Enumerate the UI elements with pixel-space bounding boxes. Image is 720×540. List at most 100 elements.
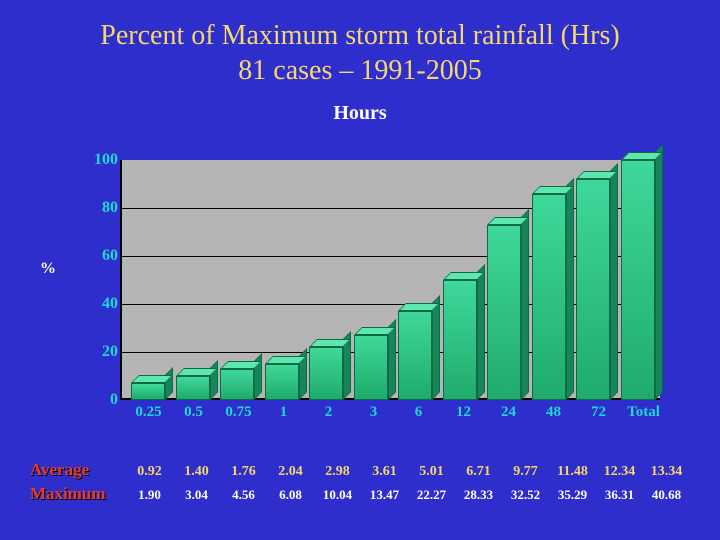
bar — [487, 225, 521, 400]
y-tick-label: 60 — [78, 247, 118, 265]
x-tick-label: 0.25 — [126, 404, 171, 421]
average-value: 1.76 — [220, 464, 267, 480]
maximum-row: Maximum 1.903.044.566.0810.0413.4722.272… — [30, 484, 690, 504]
x-tick-label: 1 — [261, 404, 306, 421]
slide-title: Percent of Maximum storm total rainfall … — [0, 0, 720, 88]
bar-side-face — [655, 144, 663, 400]
maximum-value: 32.52 — [502, 487, 549, 503]
maximum-value: 40.68 — [643, 487, 690, 503]
x-tick-label: 24 — [486, 404, 531, 421]
average-value: 13.34 — [643, 464, 690, 480]
bar-slot — [393, 160, 438, 400]
bar-front-face — [576, 179, 610, 400]
maximum-value: 35.29 — [549, 487, 596, 503]
chart-plot-area — [120, 160, 660, 400]
y-axis-label: % — [40, 260, 56, 278]
bar-slot — [260, 160, 305, 400]
bar-slot — [438, 160, 483, 400]
maximum-value: 36.31 — [596, 487, 643, 503]
bar-slot — [616, 160, 661, 400]
bar-side-face — [477, 264, 485, 400]
x-tick-label: 72 — [576, 404, 621, 421]
maximum-value: 13.47 — [361, 487, 408, 503]
average-value: 3.61 — [361, 464, 408, 480]
bar-slot — [571, 160, 616, 400]
maximum-value: 6.08 — [267, 487, 314, 503]
bar-front-face — [131, 383, 165, 400]
bar-front-face — [220, 369, 254, 400]
bar-front-face — [487, 225, 521, 400]
bar-slot — [171, 160, 216, 400]
x-tick-label: 3 — [351, 404, 396, 421]
x-tick-label: Total — [621, 404, 666, 421]
bar — [131, 383, 165, 400]
average-value: 11.48 — [549, 464, 596, 480]
bar — [354, 335, 388, 400]
bar-slot — [304, 160, 349, 400]
bar-slot — [349, 160, 394, 400]
average-value: 2.04 — [267, 464, 314, 480]
average-value: 0.92 — [126, 464, 173, 480]
bar — [220, 369, 254, 400]
maximum-value: 10.04 — [314, 487, 361, 503]
bar-front-face — [176, 376, 210, 400]
bar-side-face — [610, 163, 618, 400]
average-value: 1.40 — [173, 464, 220, 480]
bar-side-face — [432, 295, 440, 400]
bar-top-face — [532, 186, 574, 194]
average-value: 5.01 — [408, 464, 455, 480]
x-axis-labels: 0.250.50.75123612244872Total — [126, 404, 666, 421]
bar-slot — [215, 160, 260, 400]
bar — [398, 311, 432, 400]
bar-slot — [482, 160, 527, 400]
bar — [576, 179, 610, 400]
x-tick-label: 12 — [441, 404, 486, 421]
x-tick-label: 48 — [531, 404, 576, 421]
average-values: 0.921.401.762.042.983.615.016.719.7711.4… — [126, 464, 690, 480]
average-label: Average — [30, 460, 126, 480]
average-value: 9.77 — [502, 464, 549, 480]
maximum-values: 1.903.044.566.0810.0413.4722.2728.3332.5… — [126, 487, 690, 503]
x-tick-label: 6 — [396, 404, 441, 421]
bar — [532, 194, 566, 400]
maximum-value: 1.90 — [126, 487, 173, 503]
bar — [621, 160, 655, 400]
bar — [309, 347, 343, 400]
bar-slot — [126, 160, 171, 400]
bar-front-face — [532, 194, 566, 400]
y-axis-ticks: 020406080100 — [78, 160, 118, 400]
y-tick-label: 100 — [78, 151, 118, 169]
bar-slot — [527, 160, 572, 400]
maximum-label: Maximum — [30, 484, 126, 504]
average-value: 12.34 — [596, 464, 643, 480]
maximum-value: 22.27 — [408, 487, 455, 503]
bar-front-face — [621, 160, 655, 400]
bars-container — [120, 160, 660, 400]
bar-front-face — [309, 347, 343, 400]
title-line-2: 81 cases – 1991-2005 — [238, 55, 481, 86]
average-row: Average 0.921.401.762.042.983.615.016.71… — [30, 460, 690, 480]
bar — [265, 364, 299, 400]
bar-front-face — [398, 311, 432, 400]
x-tick-label: 0.5 — [171, 404, 216, 421]
y-tick-label: 80 — [78, 199, 118, 217]
chart-title: Hours — [0, 102, 720, 125]
average-value: 6.71 — [455, 464, 502, 480]
x-tick-label: 0.75 — [216, 404, 261, 421]
bar-front-face — [443, 280, 477, 400]
bar-side-face — [254, 353, 262, 400]
bar-front-face — [265, 364, 299, 400]
bar-side-face — [566, 178, 574, 400]
x-tick-label: 2 — [306, 404, 351, 421]
maximum-value: 3.04 — [173, 487, 220, 503]
average-value: 2.98 — [314, 464, 361, 480]
bar — [176, 376, 210, 400]
maximum-value: 28.33 — [455, 487, 502, 503]
maximum-value: 4.56 — [220, 487, 267, 503]
y-tick-label: 0 — [78, 391, 118, 409]
bar-front-face — [354, 335, 388, 400]
bar-side-face — [521, 209, 529, 400]
y-tick-label: 40 — [78, 295, 118, 313]
title-line-1: Percent of Maximum storm total rainfall … — [100, 20, 619, 51]
y-tick-label: 20 — [78, 343, 118, 361]
